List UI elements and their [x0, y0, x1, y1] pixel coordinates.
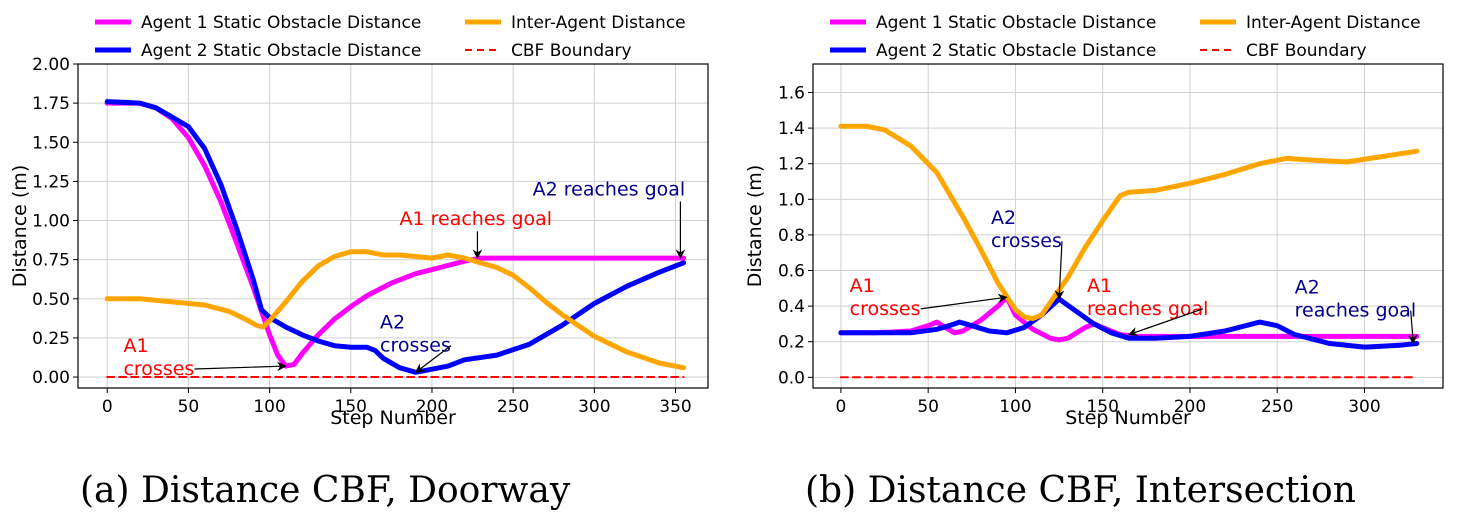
annotation-text: A2 reaches goal	[533, 178, 686, 200]
legend-label: Inter-Agent Distance	[511, 13, 686, 33]
x-tick-label: 0	[836, 397, 847, 417]
x-tick-label: 100	[999, 397, 1031, 417]
annotation-arrow	[194, 361, 287, 372]
x-tick-label: 200	[1174, 397, 1206, 417]
legend-label: Agent 1 Static Obstacle Distance	[876, 13, 1156, 33]
x-tick-label: 350	[659, 397, 691, 417]
annotation-arrow	[1054, 241, 1065, 300]
series-line-agent-1-static-obstacle-distance	[104, 100, 687, 369]
annotation-text: A2	[1295, 277, 1320, 299]
annotation-text: crosses	[123, 358, 194, 380]
legend-label: CBF Boundary	[1246, 41, 1367, 61]
plot-frame	[812, 63, 1444, 389]
caption-doorway: (a) Distance CBF, Doorway	[80, 470, 571, 511]
annotation-text: crosses	[991, 230, 1062, 252]
y-tick-label: 2.00	[32, 55, 70, 75]
legend-label: Inter-Agent Distance	[1246, 13, 1421, 33]
x-tick-label: 150	[335, 397, 367, 417]
legend-label: CBF Boundary	[511, 41, 632, 61]
annotation-text: A1	[123, 335, 148, 357]
y-tick-label: 0.50	[32, 290, 70, 310]
y-tick-label: 1.4	[778, 119, 805, 139]
y-tick-label: 0.2	[778, 333, 805, 353]
y-tick-label: 0.0	[778, 368, 805, 388]
plot-frame	[77, 63, 709, 389]
y-tick-label: 1.6	[778, 83, 805, 103]
legend-label: Agent 2 Static Obstacle Distance	[141, 41, 421, 61]
y-tick-label: 1.00	[32, 212, 70, 232]
annotation-arrow	[1407, 310, 1418, 345]
y-tick-label: 1.0	[778, 190, 805, 210]
x-tick-label: 150	[1086, 397, 1118, 417]
annotation-text: A1	[1087, 275, 1112, 297]
y-tick-label: 0.8	[778, 226, 805, 246]
legend-label: Agent 1 Static Obstacle Distance	[141, 13, 421, 33]
y-axis-label: Distance (m)	[744, 165, 766, 287]
chart-doorway: 0 50 100 150 200 250 300 350 0.00 0.25 0.50 0.75 1.0…	[9, 13, 709, 429]
caption-intersection: (b) Distance CBF, Intersection	[805, 470, 1356, 511]
series-line-inter-agent-distance	[104, 249, 687, 371]
annotation-text: A2	[991, 207, 1016, 229]
annotation-text: reaches goal	[1295, 300, 1416, 322]
x-tick-label: 200	[416, 397, 448, 417]
x-tick-label: 100	[253, 397, 285, 417]
y-tick-label: 1.75	[32, 94, 70, 114]
y-tick-label: 0.25	[32, 329, 70, 349]
x-tick-label: 250	[1261, 397, 1293, 417]
annotation-arrow	[1127, 308, 1204, 337]
annotation-text: A1	[850, 275, 875, 297]
x-tick-label: 50	[178, 397, 200, 417]
x-axis-label: Step Number	[330, 407, 456, 429]
annotation-arrow	[920, 293, 1008, 310]
annotation-text: A1 reaches goal	[399, 208, 552, 230]
y-tick-label: 0.4	[778, 297, 805, 317]
y-tick-label: 0.6	[778, 262, 805, 282]
x-tick-label: 300	[1348, 397, 1380, 417]
y-tick-label: 1.2	[778, 155, 805, 175]
x-tick-label: 250	[497, 397, 529, 417]
annotation-text: crosses	[850, 298, 921, 320]
annotation: A2 reaches goal	[533, 178, 686, 260]
y-tick-label: 1.50	[32, 133, 70, 153]
x-axis-label: Step Number	[1065, 407, 1191, 429]
annotation: A1 reaches goal	[399, 208, 552, 260]
x-tick-label: 50	[917, 397, 939, 417]
annotation-text: crosses	[380, 335, 451, 357]
legend-label: Agent 2 Static Obstacle Distance	[876, 41, 1156, 61]
annotation-arrow	[414, 345, 452, 373]
y-tick-label: 0.00	[32, 368, 70, 388]
annotation-text: A2	[380, 312, 405, 334]
chart-intersection: 0 50 100 150 200 250 300 0.0 0.2 0.4 0.6 0.8 1.0 1.2 1…	[744, 13, 1444, 429]
x-tick-label: 300	[578, 397, 610, 417]
series-line-agent-2-static-obstacle-distance	[838, 296, 1420, 350]
annotation-text: reaches goal	[1087, 298, 1208, 320]
x-tick-label: 0	[102, 397, 113, 417]
y-axis-label: Distance (m)	[9, 165, 31, 287]
series-line-inter-agent-distance	[838, 123, 1420, 322]
y-tick-label: 0.75	[32, 251, 70, 271]
series-line-agent-2-static-obstacle-distance	[104, 99, 687, 375]
y-tick-label: 1.25	[32, 172, 70, 192]
